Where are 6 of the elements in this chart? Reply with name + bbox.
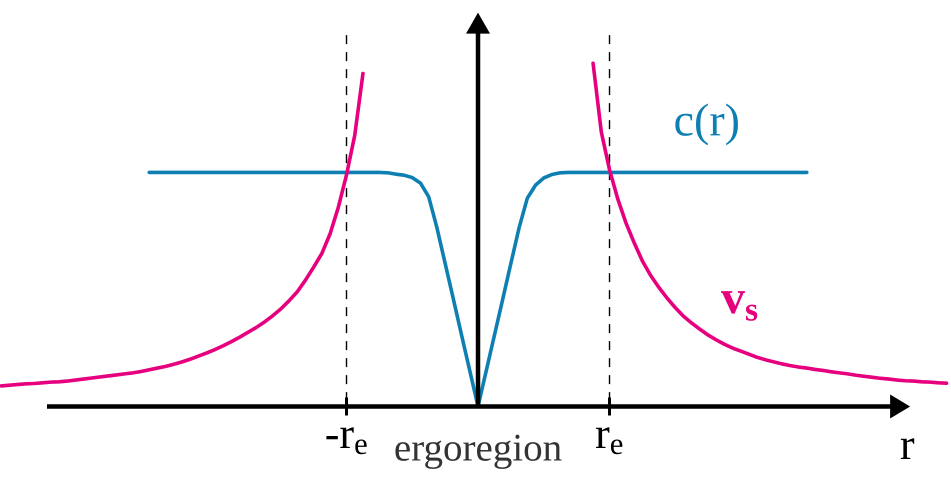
series-label: v$_{s}$ [721, 291, 758, 321]
series-label: c(r) [675, 104, 738, 146]
x-tick-label: -r$_{e}$ [326, 427, 367, 454]
x-axis-title: r [900, 438, 914, 459]
x-tick-label: r$_{e}$ [596, 427, 622, 454]
text: ergoregion [395, 434, 562, 469]
